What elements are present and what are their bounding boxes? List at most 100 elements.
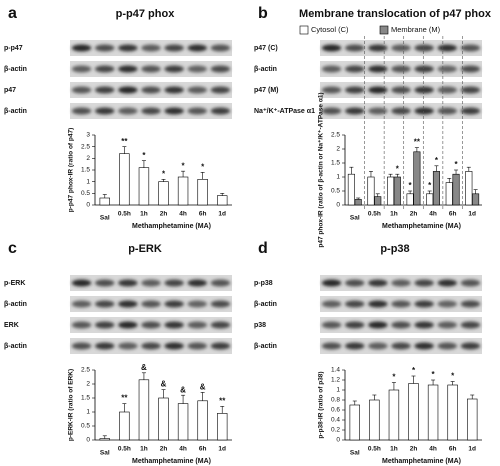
y-tick-label: 0 [336, 437, 340, 444]
x-tick-label: 1d [218, 211, 226, 218]
blot-band [187, 279, 208, 287]
panel-title: p-ERK [128, 243, 162, 255]
bar [119, 153, 130, 206]
bar [177, 403, 189, 441]
blot-band [94, 86, 115, 94]
blot-band [344, 279, 365, 287]
blot-band [437, 321, 458, 329]
blot-band [210, 342, 231, 350]
blot-band [164, 86, 184, 94]
bar [408, 383, 419, 441]
blot-band [391, 300, 411, 308]
blot-band [321, 107, 342, 115]
bar [347, 173, 355, 206]
significance: * [142, 151, 146, 160]
significance: * [162, 169, 166, 178]
blot-band [71, 321, 92, 329]
x-tick-label: 2h [410, 211, 418, 218]
y-tick-label: 2 [86, 155, 90, 162]
y-tick-label: 0.8 [331, 397, 340, 404]
y-tick-label: 1.5 [81, 395, 90, 402]
significance: ** [414, 138, 421, 147]
y-axis-label: p-p38-IR (ratio of p38) [318, 371, 325, 438]
blot-band [187, 65, 208, 73]
blot-band [187, 342, 208, 350]
blot-band [321, 300, 342, 308]
bar [99, 438, 110, 441]
blot-band [321, 342, 342, 350]
x-tick-label: Sal [350, 215, 360, 222]
blot-band [391, 107, 411, 115]
significance: * [201, 162, 205, 171]
blot-band [118, 279, 138, 287]
significance: ** [121, 394, 128, 403]
blot-band [210, 300, 231, 308]
panel-letter: b [258, 5, 268, 22]
y-tick-label: 2.5 [331, 132, 340, 139]
blot-band [368, 65, 388, 73]
significance: * [412, 366, 416, 375]
y-tick-label: 2 [336, 146, 340, 153]
blot-band [164, 279, 184, 287]
blot-band [164, 300, 184, 308]
blot-band [391, 321, 411, 329]
significance: * [182, 161, 186, 170]
bar [374, 196, 382, 206]
panel-letter: c [8, 240, 17, 257]
x-tick-label: 0.5h [118, 211, 131, 218]
panel-title: p-p47 phox [116, 8, 176, 20]
blot-band [391, 279, 411, 287]
blot-band [344, 65, 365, 73]
blot-band [164, 65, 184, 73]
blot-band [437, 86, 458, 94]
blot-band [391, 65, 411, 73]
blot-band [210, 86, 231, 94]
x-tick-label: 6h [449, 446, 457, 453]
blot-band [344, 342, 365, 350]
blot-band [187, 107, 208, 115]
bar [197, 179, 208, 206]
significance: * [428, 181, 432, 190]
blot-label: p-p47 [4, 45, 23, 52]
y-tick-label: 0.5 [331, 188, 340, 195]
bar [369, 399, 380, 441]
x-tick-label: Sal [100, 215, 110, 222]
blot-band [94, 300, 115, 308]
blot-band [414, 107, 434, 115]
blot-band [460, 321, 481, 329]
blot-band [437, 107, 458, 115]
y-tick-label: 3 [86, 132, 90, 139]
bar [427, 384, 439, 441]
blot-band [391, 86, 411, 94]
significance: * [451, 372, 455, 381]
y-tick-label: 0.5 [81, 423, 90, 430]
legend-label: Membrane (M) [391, 25, 441, 34]
blot-band [368, 86, 388, 94]
bar [158, 397, 169, 441]
y-tick-label: 1 [86, 409, 90, 416]
blot-band [414, 86, 434, 94]
bar [217, 413, 228, 441]
blot-band [321, 321, 342, 329]
bar [472, 193, 480, 206]
blot-band [460, 342, 481, 350]
legend-swatch [379, 25, 389, 35]
blot-label: p38 [254, 322, 266, 329]
blot-band [118, 65, 138, 73]
x-tick-label: 2h [160, 211, 168, 218]
blot-band [164, 342, 184, 350]
bar [426, 193, 434, 206]
panel-title: p-p38 [380, 243, 409, 255]
y-tick-label: 0 [336, 202, 340, 209]
blot-band [141, 44, 161, 52]
blot-label: β-actin [4, 301, 27, 308]
blot-band [141, 342, 161, 350]
blot-label: β-actin [254, 66, 277, 73]
blot-band [141, 65, 161, 73]
x-tick-label: 6h [199, 446, 207, 453]
x-axis-label: Methamphetamine (MA) [132, 458, 211, 465]
bar [387, 176, 395, 206]
blot-band [141, 300, 161, 308]
blot-band [141, 86, 161, 94]
blot-band [141, 279, 161, 287]
